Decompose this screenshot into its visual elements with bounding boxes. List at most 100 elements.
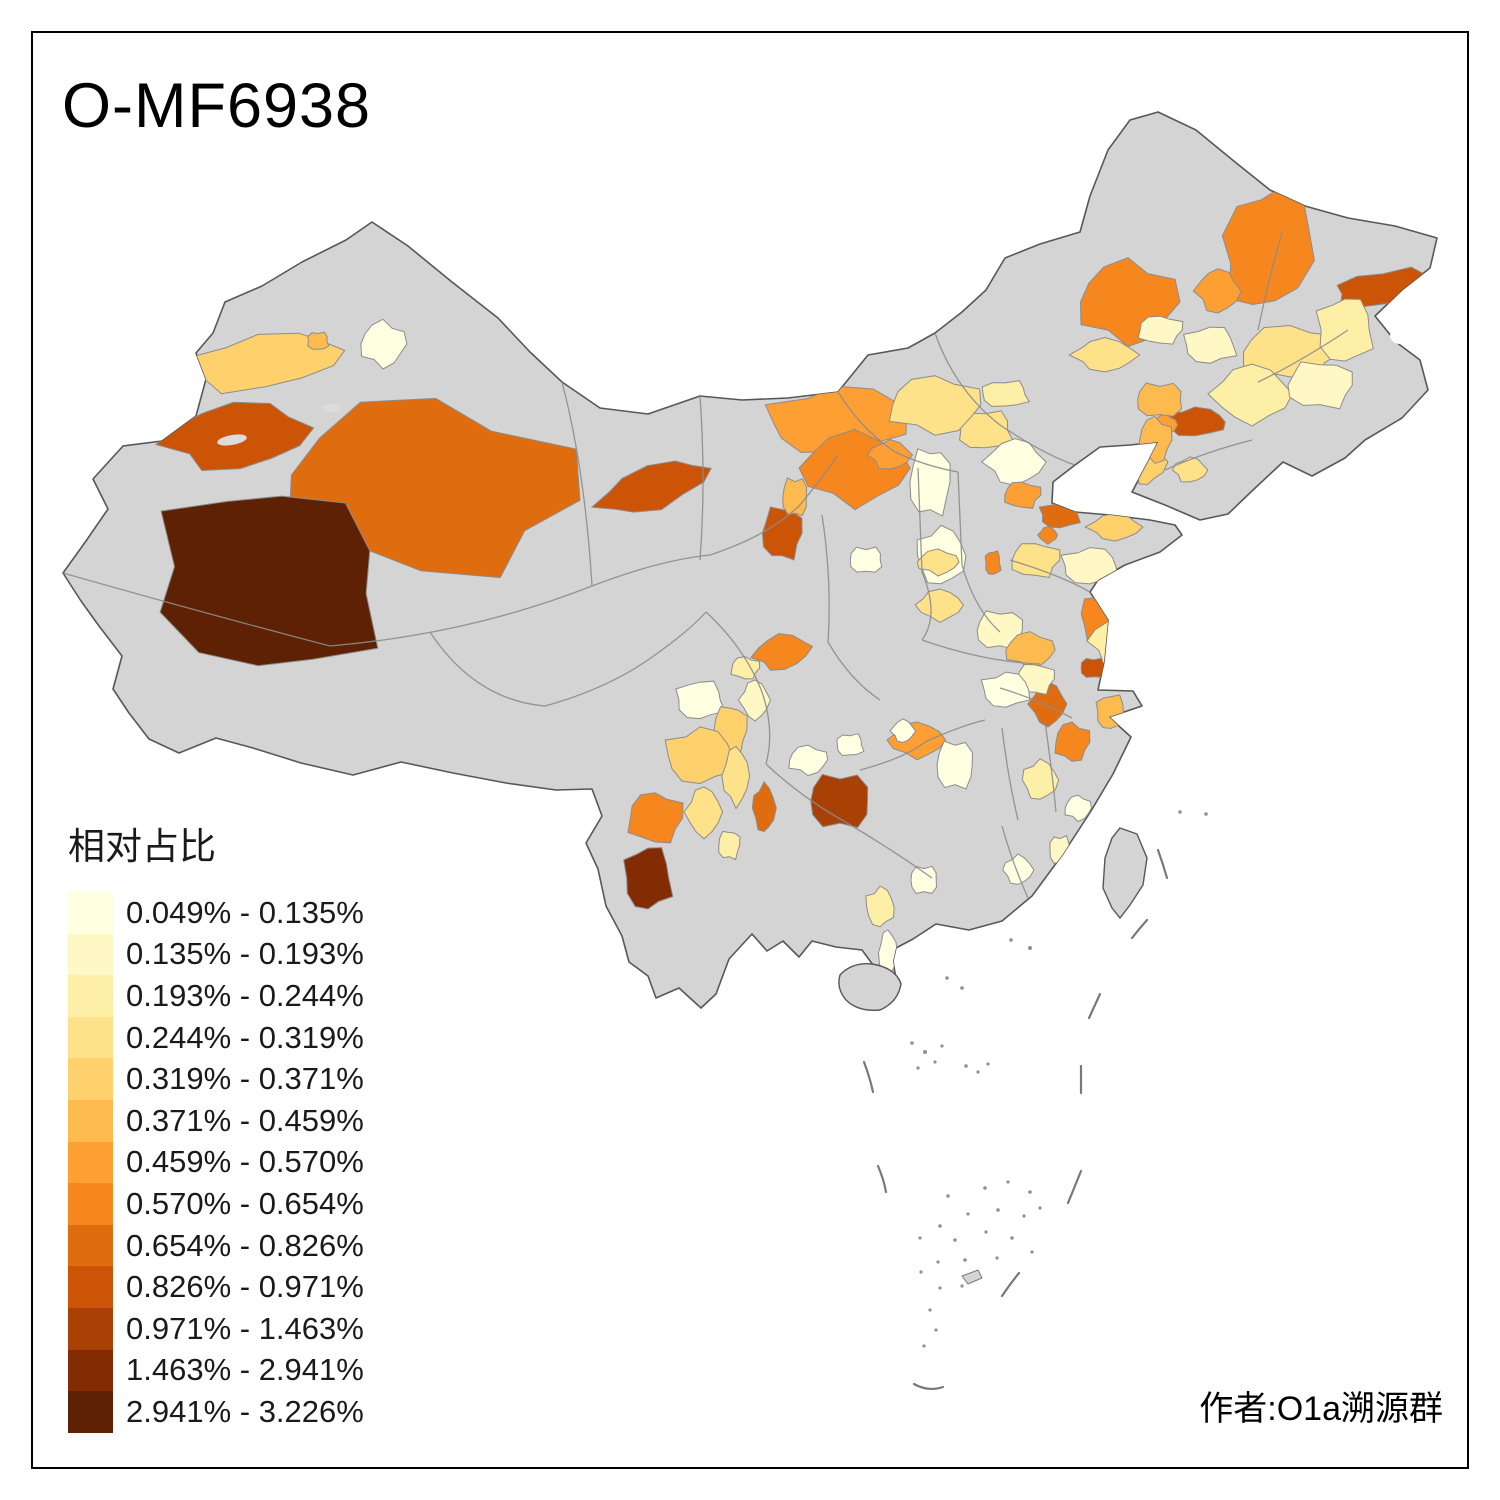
page-title: O-MF6938 bbox=[62, 71, 372, 141]
map-region bbox=[360, 318, 408, 370]
legend-label: 2.941% - 3.226% bbox=[126, 1393, 364, 1429]
legend-swatch-11 bbox=[68, 1307, 113, 1350]
legend-row: 0.654% - 0.826% bbox=[68, 1224, 364, 1267]
map-region bbox=[627, 792, 684, 844]
legend-swatch-9 bbox=[68, 1224, 113, 1267]
legend-row: 0.371% - 0.459% bbox=[68, 1099, 364, 1142]
map-region bbox=[866, 439, 914, 470]
map-region bbox=[865, 885, 895, 928]
legend-label: 0.371% - 0.459% bbox=[126, 1102, 364, 1138]
map-region bbox=[910, 865, 938, 895]
legend-row: 0.049% - 0.135% bbox=[68, 892, 364, 934]
map-region bbox=[1002, 853, 1035, 885]
legend-label: 0.049% - 0.135% bbox=[126, 894, 364, 930]
taiwan-island bbox=[1102, 827, 1148, 920]
map-region bbox=[1137, 315, 1184, 345]
map-region bbox=[849, 546, 883, 573]
legend-swatch-3 bbox=[68, 975, 113, 1017]
legend-row: 1.463% - 2.941% bbox=[68, 1349, 364, 1392]
map-region bbox=[914, 588, 965, 623]
map-region bbox=[916, 548, 960, 577]
nine-dash-line bbox=[862, 848, 1169, 1391]
legend-row: 2.941% - 3.226% bbox=[68, 1391, 364, 1433]
legend-label: 0.135% - 0.193% bbox=[126, 936, 364, 972]
legend-row: 0.459% - 0.570% bbox=[68, 1141, 364, 1184]
legend-rows: 0.049% - 0.135% 0.135% - 0.193% 0.193% - 0… bbox=[68, 892, 364, 1433]
map-region bbox=[751, 780, 777, 833]
map-region bbox=[1064, 794, 1093, 823]
map-region bbox=[675, 680, 726, 720]
map-region bbox=[737, 679, 772, 722]
map-region bbox=[889, 718, 917, 744]
map-region bbox=[683, 786, 724, 840]
legend-swatch-7 bbox=[68, 1141, 113, 1184]
legend-title: 相对占比 bbox=[68, 826, 216, 867]
legend-row: 0.971% - 1.463% bbox=[68, 1307, 364, 1350]
legend-label: 0.654% - 0.826% bbox=[126, 1227, 364, 1263]
map-region bbox=[1049, 835, 1072, 864]
map-region bbox=[721, 745, 751, 810]
map-region bbox=[981, 380, 1030, 407]
map-region bbox=[1315, 298, 1374, 362]
map-region bbox=[1182, 326, 1238, 364]
map-region bbox=[782, 477, 808, 517]
legend-label: 0.570% - 0.654% bbox=[126, 1185, 364, 1221]
legend-swatch-6 bbox=[68, 1099, 113, 1142]
map-region bbox=[788, 744, 829, 777]
map-region bbox=[909, 448, 951, 517]
map-region bbox=[1192, 268, 1242, 314]
legend-label: 0.826% - 0.971% bbox=[126, 1269, 364, 1305]
map-region bbox=[718, 830, 741, 861]
lakes bbox=[217, 328, 1410, 446]
map-region bbox=[1287, 361, 1353, 410]
legend-label: 0.193% - 0.244% bbox=[126, 977, 364, 1013]
legend-label: 0.319% - 0.371% bbox=[126, 1061, 364, 1097]
map-region bbox=[810, 773, 869, 829]
map-region bbox=[1054, 721, 1091, 762]
map-region bbox=[623, 847, 674, 910]
legend-swatch-4 bbox=[68, 1016, 113, 1059]
map-region bbox=[590, 460, 712, 513]
map-region bbox=[1068, 336, 1141, 373]
map-region bbox=[159, 495, 379, 667]
map-region bbox=[1037, 525, 1059, 545]
legend-swatch-2 bbox=[68, 933, 113, 976]
map-region bbox=[1005, 631, 1056, 671]
map-region bbox=[750, 633, 814, 671]
legend-swatch-5 bbox=[68, 1058, 113, 1100]
legend-row: 0.319% - 0.371% bbox=[68, 1058, 364, 1100]
map-region bbox=[1004, 481, 1042, 509]
legend-row: 0.135% - 0.193% bbox=[68, 933, 364, 976]
legend-label: 0.244% - 0.319% bbox=[126, 1019, 364, 1055]
legend-row: 0.570% - 0.654% bbox=[68, 1183, 364, 1225]
legend-swatch-1 bbox=[68, 892, 113, 934]
map-region bbox=[664, 726, 734, 785]
map-region bbox=[1095, 694, 1128, 729]
province-borders bbox=[63, 231, 1349, 899]
map-region bbox=[1207, 363, 1294, 427]
legend-label: 0.971% - 1.463% bbox=[126, 1310, 364, 1346]
map-region bbox=[836, 733, 865, 757]
map-region bbox=[288, 397, 581, 579]
hainan-island bbox=[838, 963, 902, 1011]
legend-swatch-12 bbox=[68, 1349, 113, 1392]
map-region bbox=[984, 550, 1002, 575]
legend-label: 0.459% - 0.570% bbox=[126, 1144, 364, 1180]
map-region bbox=[730, 656, 761, 680]
legend-row: 0.826% - 0.971% bbox=[68, 1266, 364, 1308]
map-region bbox=[888, 375, 982, 436]
attribution-text: 作者:O1a溯源群 bbox=[1199, 1390, 1443, 1428]
legend-swatch-10 bbox=[68, 1266, 113, 1308]
legend-swatch-8 bbox=[68, 1183, 113, 1225]
legend-row: 0.244% - 0.319% bbox=[68, 1016, 364, 1059]
map-region bbox=[1137, 382, 1183, 417]
legend-label: 1.463% - 2.941% bbox=[126, 1352, 364, 1388]
island-dots bbox=[910, 810, 1208, 1348]
map-region bbox=[936, 740, 973, 790]
legend: 相对占比 0.049% - 0.135% 0.135% - 0.193% 0.193… bbox=[68, 816, 364, 1433]
map-region bbox=[307, 331, 330, 350]
legend-row: 0.193% - 0.244% bbox=[68, 975, 364, 1017]
map-region bbox=[1021, 758, 1060, 800]
